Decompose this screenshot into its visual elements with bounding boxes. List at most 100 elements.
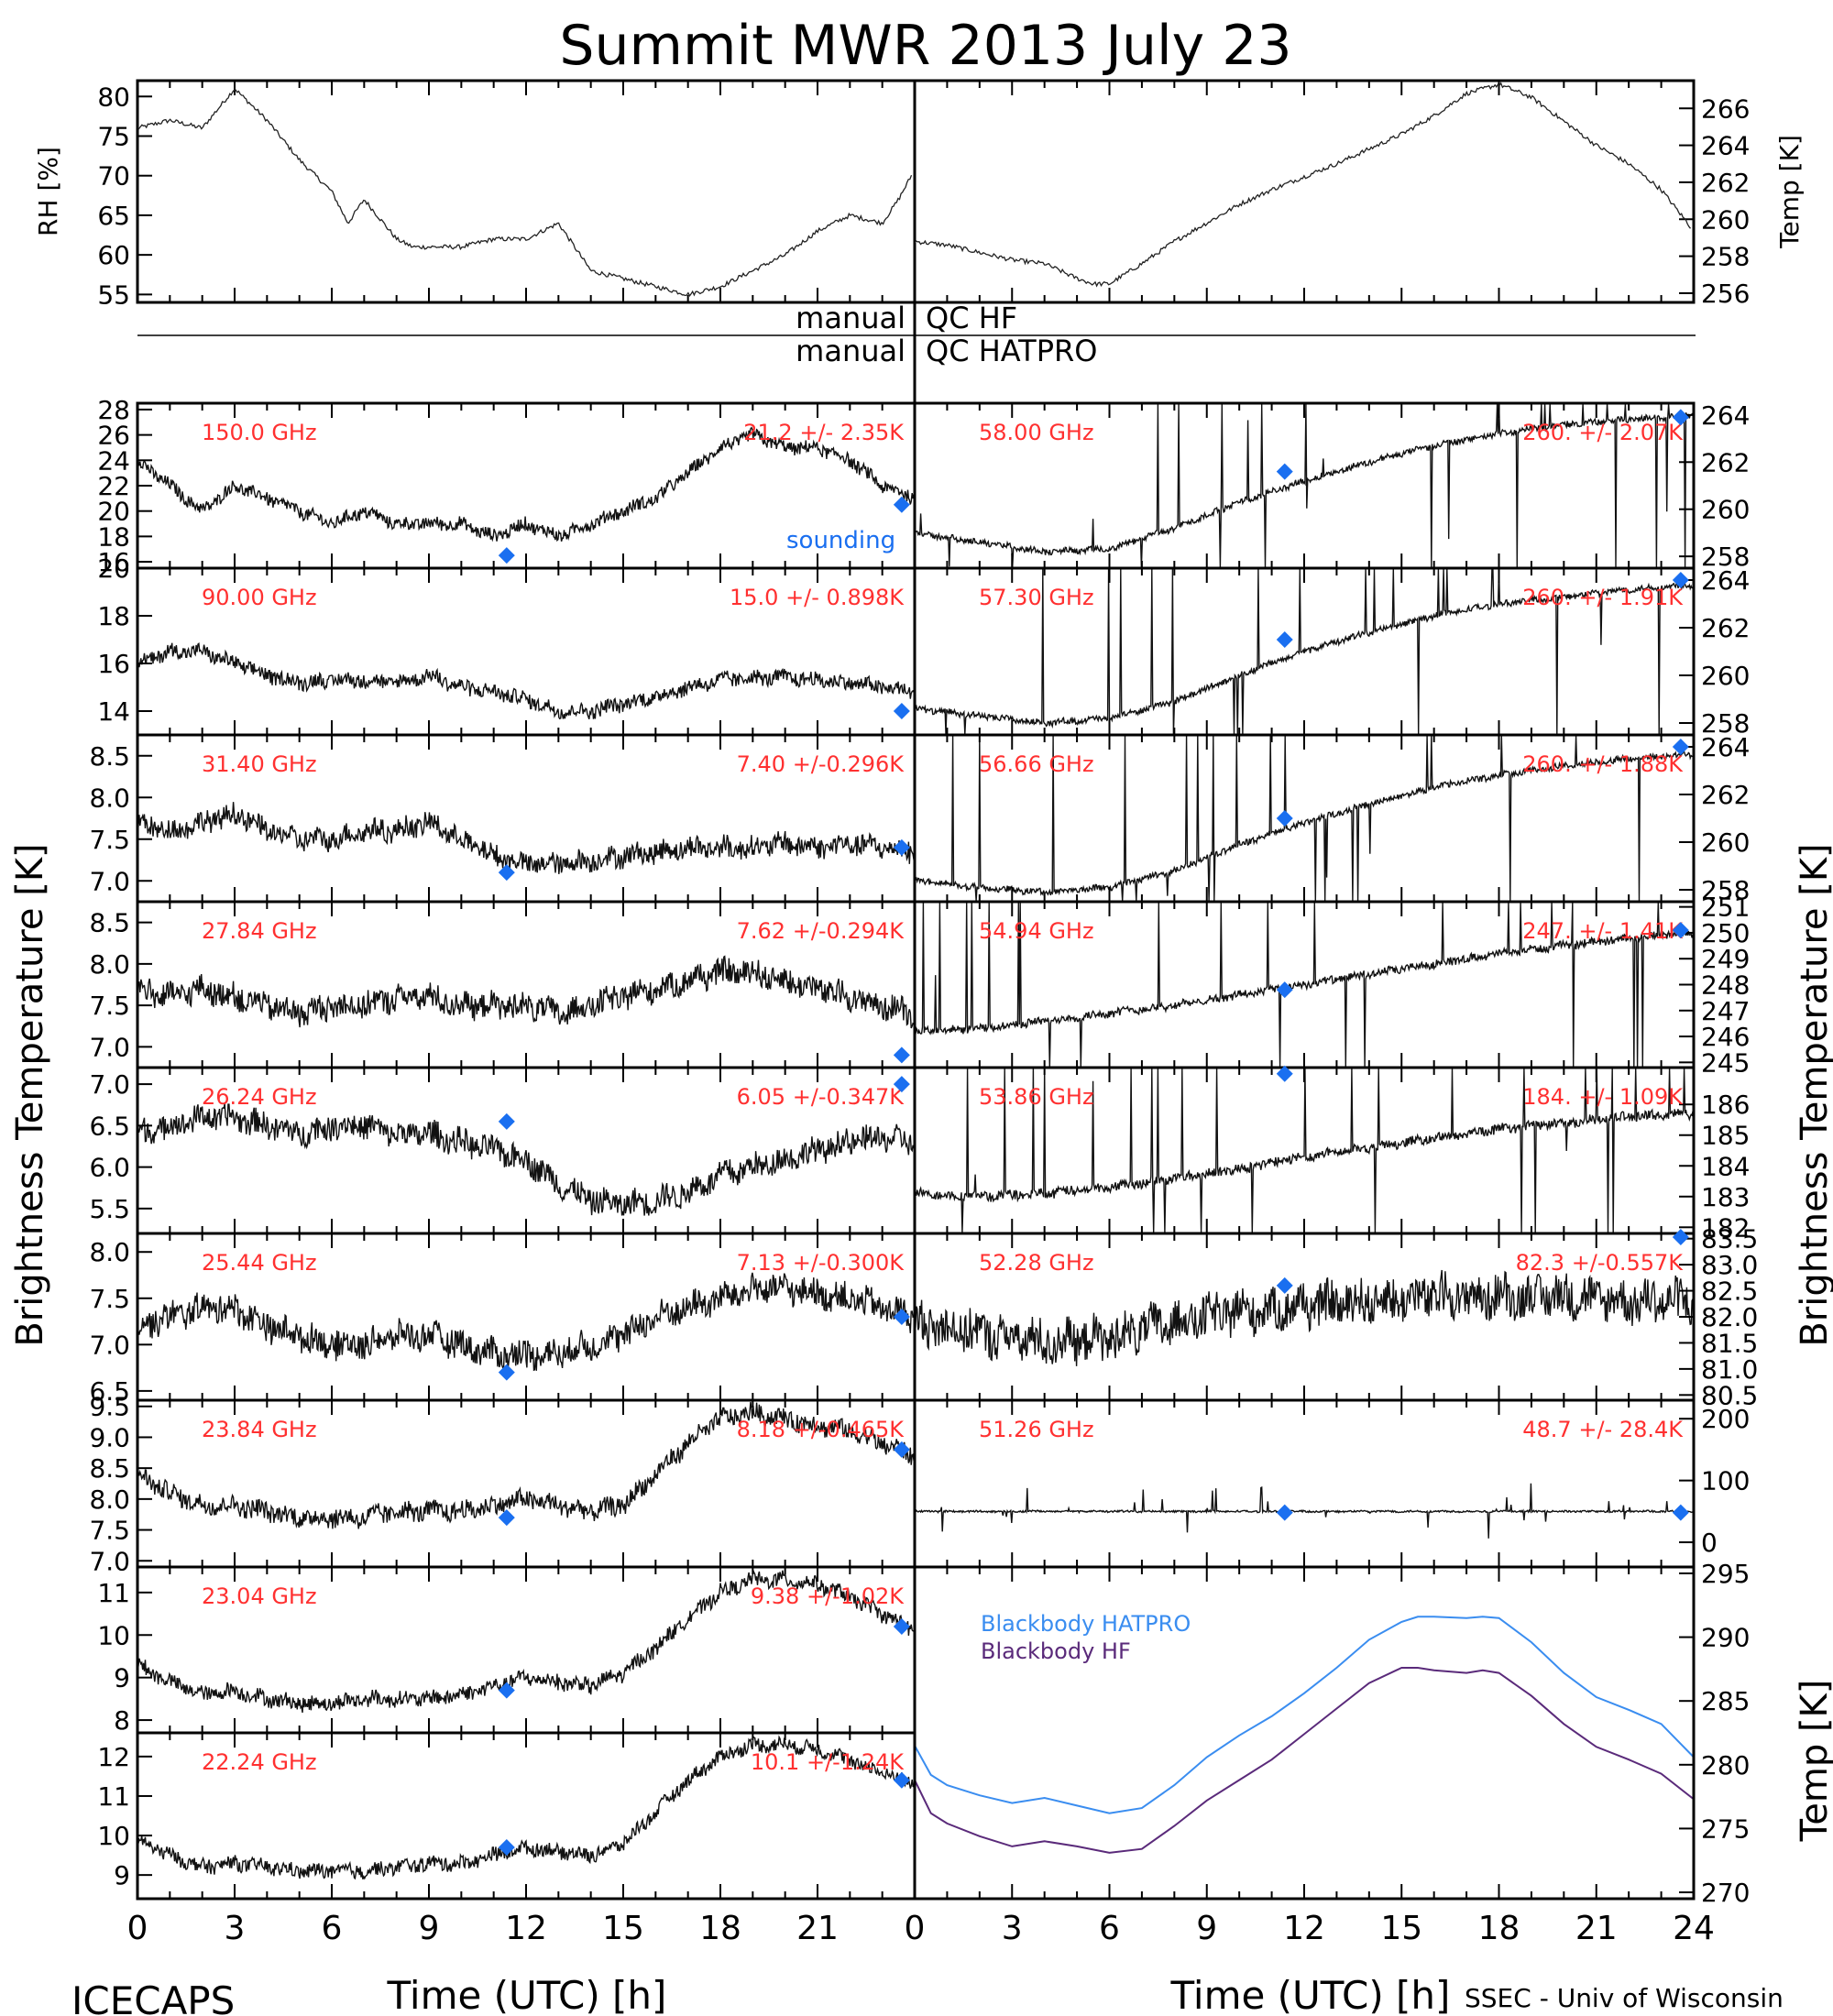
left-panel-3-ytick-label: 7.5 <box>89 991 130 1021</box>
left-panel-6-ytick-label: 9.5 <box>89 1392 130 1422</box>
rh-panel-ytick-label: 80 <box>97 82 130 112</box>
right-panel-5-sounding-marker <box>1276 1276 1293 1294</box>
rh-panel-ytick-label: 55 <box>97 279 130 310</box>
left-panel-8-xtick-label: 3 <box>225 1910 246 1947</box>
left-panel-6-frequency: 23.84 GHz <box>202 1417 317 1442</box>
rh-panel-ylabel: RH [%] <box>33 147 63 236</box>
right-panel-6-frequency: 51.26 GHz <box>979 1417 1094 1442</box>
right-panel-0-sounding-marker <box>1672 409 1689 426</box>
left-panel-1-stats: 15.0 +/- 0.898K <box>730 585 905 610</box>
left-panel-2-frequency: 31.40 GHz <box>202 751 317 777</box>
left-panel-4-ytick-label: 6.5 <box>89 1111 130 1141</box>
left-panel-5-frequency: 25.44 GHz <box>202 1250 317 1276</box>
right-panel-4-ytick-label: 183 <box>1701 1182 1750 1212</box>
rh-panel-series <box>137 89 913 298</box>
right-panel-5-stats: 82.3 +/-0.557K <box>1516 1250 1685 1276</box>
left-panel-4-ytick-label: 5.5 <box>89 1194 130 1224</box>
left-panel-7-ytick-label: 10 <box>97 1620 130 1650</box>
blackbody-panel-xtick-label: 9 <box>1196 1910 1217 1947</box>
footer-ssec: SSEC - Univ of Wisconsin <box>1465 1983 1784 2013</box>
right-panel-2-stats: 260. +/- 1.88K <box>1522 751 1684 777</box>
left-panel-7: 8 9 10 11 23.04 GHz 9.38 +/-1.02K <box>97 1565 916 1736</box>
met-panels: 55 60 65 70 75 80 RH [%] 256 258 260 262 264 266 Temp… <box>33 79 1805 310</box>
left-panel-8-xtick-label: 6 <box>322 1910 343 1947</box>
left-panel-2-stats: 7.40 +/-0.296K <box>737 751 906 777</box>
left-panel-7-sounding-marker <box>893 1617 910 1635</box>
right-panel-0-ytick-label: 262 <box>1701 447 1750 477</box>
left-panel-0-series <box>137 426 916 542</box>
qc-hf-right: QC HF <box>926 301 1017 335</box>
right-panel-1-ytick-label: 258 <box>1701 708 1750 739</box>
right-panel-1-stats: 260. +/- 1.91K <box>1522 585 1684 610</box>
left-panel-0-ytick-label: 16 <box>97 547 130 577</box>
right-panel-5-ytick-label: 80.5 <box>1701 1380 1758 1410</box>
qc-hf-left: manual <box>796 301 906 335</box>
right-panel-5: 80.581.081.582.082.583.083.5 52.28 GHz 82.… <box>913 1224 1758 1410</box>
right-panel-3-sounding-marker <box>1672 922 1689 939</box>
left-panel-1-series <box>137 641 916 720</box>
right-panel-2-sounding-marker <box>1276 810 1293 827</box>
right-panel-0-frequency: 58.00 GHz <box>979 420 1094 445</box>
left-panel-6-ytick-label: 9.0 <box>89 1422 130 1452</box>
right-panel-5-ytick-label: 81.0 <box>1701 1354 1758 1385</box>
left-panel-5-ytick-label: 6.5 <box>89 1376 130 1407</box>
left-panel-2: 7.0 7.5 8.0 8.5 31.40 GHz 7.40 +/-0.296K <box>89 733 916 904</box>
left-panel-1: 14 16 18 20 90.00 GHz 15.0 +/- 0.898K <box>97 553 916 737</box>
right-panel-5-ytick-label: 82.5 <box>1701 1276 1758 1307</box>
left-panel-2-ytick-label: 8.5 <box>89 741 130 772</box>
right-panel-1-ytick-label: 260 <box>1701 661 1750 691</box>
temp-panel-ytick-label: 266 <box>1701 93 1750 124</box>
right-panel-1: 258 260 262 264 57.30 GHz 260. +/- 1.91K <box>913 565 1750 739</box>
rh-panel-ytick-label: 60 <box>97 240 130 270</box>
blackbody-panel-xtick-label: 15 <box>1380 1910 1422 1947</box>
right-panel-1-sounding-marker <box>1672 572 1689 588</box>
left-panel-8: 9 10 11 12 22.24 GHz 10.1 +/-1.24K 0 3 6 9 12 15 18 2… <box>97 1731 916 1947</box>
left-panel-4: 5.5 6.0 6.5 7.0 26.24 GHz 6.05 +/-0.347K <box>89 1066 916 1235</box>
temp-panel-series <box>914 82 1692 288</box>
footer-icecaps: ICECAPS <box>71 1978 235 2016</box>
temp-panel-frame <box>913 79 1696 304</box>
right-panel-4-ytick-label: 186 <box>1701 1090 1750 1120</box>
left-panel-8-frequency: 22.24 GHz <box>202 1749 317 1775</box>
left-panel-8-xtick-label: 9 <box>419 1910 440 1947</box>
legend-entry-1: Blackbody HF <box>981 1638 1131 1664</box>
left-panel-4-series <box>137 1103 916 1216</box>
right-panel-6-ytick-label: 200 <box>1701 1404 1750 1434</box>
blackbody-panel-ytick-label: 280 <box>1701 1750 1750 1780</box>
right-panel-3-ytick-label: 248 <box>1701 970 1750 1001</box>
right-panel-4-stats: 184. +/- 1.09K <box>1522 1084 1684 1110</box>
y-axis-label-left: Brightness Temperature [K] <box>9 843 51 1346</box>
left-panel-8-ytick-label: 10 <box>97 1821 130 1851</box>
right-panel-3-series <box>914 902 1695 1068</box>
left-panel-8-xtick-label: 0 <box>127 1910 148 1947</box>
blackbody-panel-ytick-label: 295 <box>1701 1559 1750 1589</box>
left-panel-5-sounding-marker <box>498 1364 515 1381</box>
right-panel-1-series <box>914 568 1694 735</box>
temp-panel-ytick-label: 256 <box>1701 279 1750 309</box>
qc-hatpro-right: QC HATPRO <box>926 334 1097 368</box>
right-panel-2-sounding-marker <box>1672 739 1689 755</box>
rh-panel-ytick-label: 65 <box>97 201 130 231</box>
left-panel-3: 7.0 7.5 8.0 8.5 27.84 GHz 7.62 +/-0.294K <box>89 900 916 1069</box>
right-panel-3-ytick-label: 247 <box>1701 996 1750 1026</box>
left-panel-1-ytick-label: 20 <box>97 553 130 584</box>
left-panel-0-ytick-label: 18 <box>97 521 130 552</box>
blackbody-panel-xtick-label: 24 <box>1673 1910 1715 1947</box>
left-panel-0-ytick-label: 22 <box>97 471 130 501</box>
right-panel-5-ytick-label: 83.5 <box>1701 1224 1758 1255</box>
left-panel-8-xtick-label: 12 <box>505 1910 547 1947</box>
right-panel-2: 258 260 262 264 56.66 GHz 260. +/- 1.88K <box>913 732 1750 905</box>
left-panel-6-sounding-marker <box>893 1441 910 1458</box>
left-panel-3-stats: 7.62 +/-0.294K <box>737 918 906 944</box>
rh-panel: 55 60 65 70 75 80 RH [%] <box>33 79 916 310</box>
left-panel-3-frequency: 27.84 GHz <box>202 918 317 944</box>
blackbody-panel-ytick-label: 285 <box>1701 1686 1750 1716</box>
left-panel-1-ytick-label: 16 <box>97 649 130 679</box>
left-panel-3-ytick-label: 7.0 <box>89 1032 130 1062</box>
left-panel-2-series <box>137 802 916 874</box>
left-panel-5: 6.5 7.0 7.5 8.0 25.44 GHz 7.13 +/-0.300K <box>89 1232 916 1407</box>
blackbody-series-1 <box>914 1667 1695 1854</box>
